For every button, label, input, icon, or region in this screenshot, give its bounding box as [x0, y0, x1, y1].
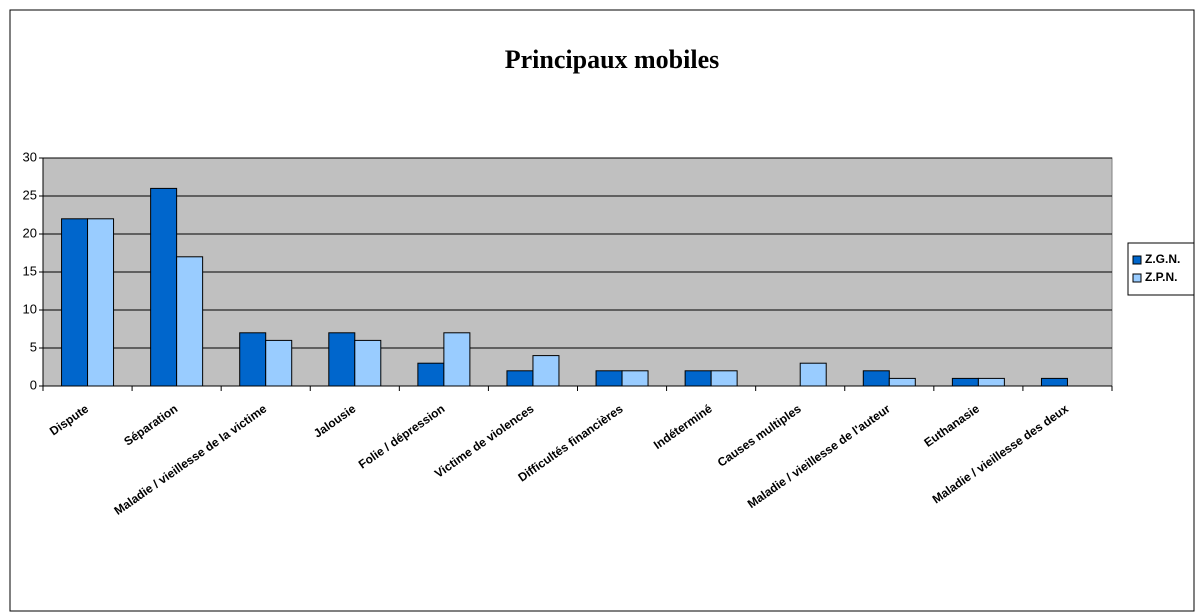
bar — [532, 355, 560, 387]
bar — [799, 362, 827, 387]
bar — [595, 370, 623, 387]
chart-border — [9, 9, 1195, 612]
x-tick-label: Indéterminé — [651, 401, 715, 452]
x-tick-label: Jalousie — [311, 401, 359, 440]
legend-label: Z.P.N. — [1145, 270, 1177, 284]
legend-label: Z.G.N. — [1145, 252, 1180, 266]
legend — [1127, 242, 1195, 296]
x-tick-label: Séparation — [121, 402, 180, 449]
bar — [977, 377, 1005, 387]
bar — [1040, 377, 1068, 387]
x-tick-label: Maladie / vieillesse de la victime — [112, 401, 270, 517]
chart-title: Principaux mobiles — [505, 45, 720, 74]
x-tick-label: Maladie / vieillesse de l'auteur — [745, 401, 893, 511]
bar — [61, 218, 89, 387]
bar — [506, 370, 534, 387]
bar — [239, 332, 267, 387]
bar — [176, 256, 204, 387]
y-tick-label: 30 — [23, 149, 37, 164]
legend-swatch — [1132, 273, 1142, 283]
x-tick-label: Euthanasie — [921, 401, 982, 449]
y-tick-label: 25 — [23, 187, 37, 202]
bar — [150, 187, 178, 387]
bar — [888, 377, 916, 387]
legend-swatch — [1132, 255, 1142, 265]
bar — [265, 339, 293, 387]
bar — [87, 218, 115, 387]
bar — [621, 370, 649, 387]
bar — [354, 339, 382, 387]
bar — [951, 377, 979, 387]
bar — [328, 332, 356, 387]
bar — [417, 362, 445, 387]
bar — [710, 370, 738, 387]
y-tick-label: 0 — [30, 377, 37, 392]
x-tick-label: Folie / dépression — [356, 402, 448, 472]
y-tick-label: 10 — [23, 301, 37, 316]
bar — [684, 370, 712, 387]
bar — [443, 332, 471, 387]
y-tick-label: 5 — [30, 339, 37, 354]
x-tick-label: Dispute — [47, 401, 91, 438]
x-tick-label: Causes multiples — [715, 401, 804, 469]
y-tick-label: 15 — [23, 263, 37, 278]
bar — [862, 370, 890, 387]
y-tick-label: 20 — [23, 225, 37, 240]
